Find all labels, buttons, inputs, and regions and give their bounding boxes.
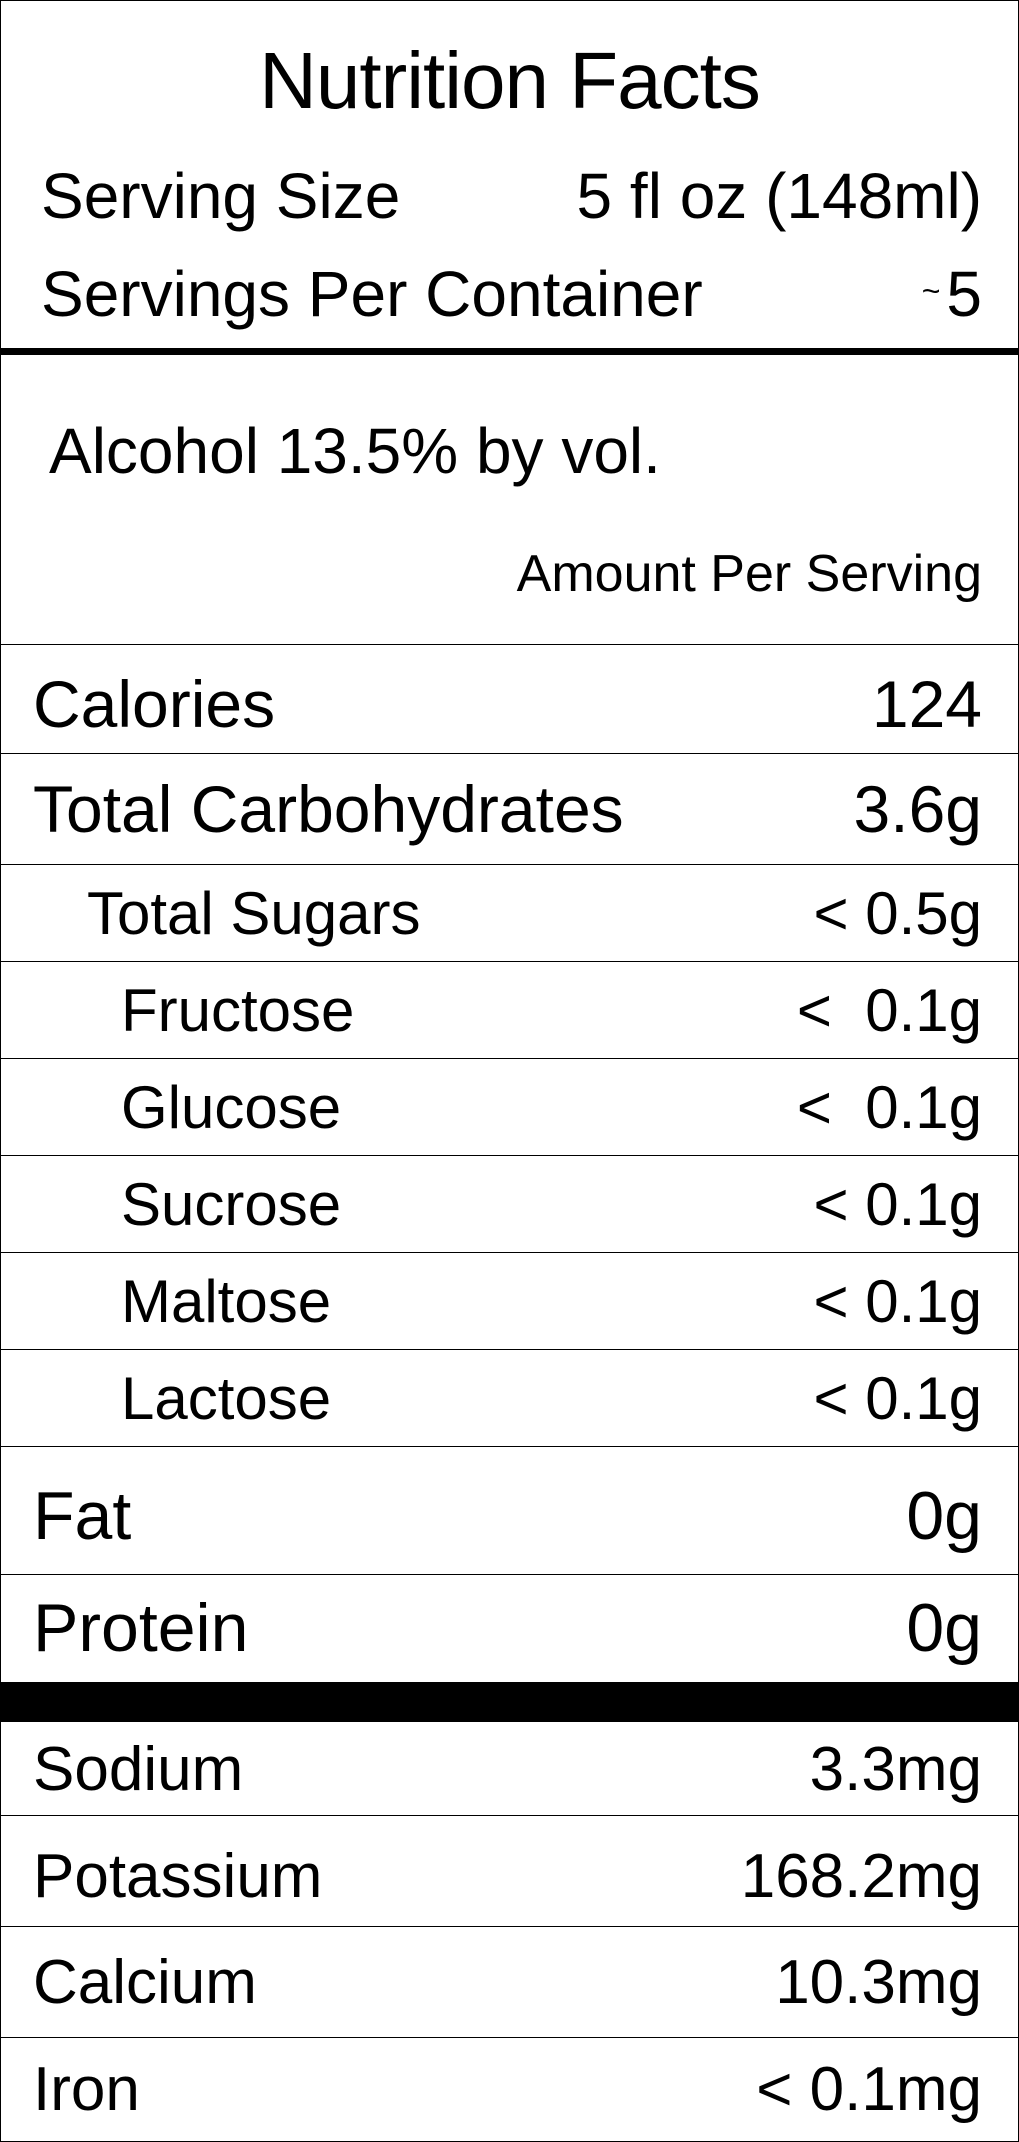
divider: [1, 644, 1018, 645]
servings-per-container-amount: ~ 5: [922, 257, 982, 331]
mineral-name: Iron: [33, 2055, 140, 2124]
nutrient-amount: 0g: [906, 1590, 982, 1666]
divider: [1, 1252, 1018, 1253]
mineral-row-sodium: Sodium 3.3mg: [1, 1723, 1018, 1815]
nutrient-row-lactose: Lactose < 0.1g: [1, 1350, 1018, 1446]
nutrient-amount: < 0.1g: [796, 1073, 982, 1141]
nutrient-row-calories: Calories 124: [1, 656, 1018, 752]
divider: [1, 1446, 1018, 1447]
divider: [1, 753, 1018, 754]
thick-black-bar: [1, 1682, 1018, 1722]
amount-per-serving-heading: Amount Per Serving: [516, 545, 982, 603]
divider: [1, 864, 1018, 865]
nutrient-amount: < 0.1g: [796, 976, 982, 1044]
nutrient-row-fructose: Fructose < 0.1g: [1, 962, 1018, 1058]
serving-size-value: 5 fl oz (148ml): [576, 160, 982, 232]
nutrient-amount: < 0.1g: [813, 1170, 983, 1238]
nutrient-name: Calories: [33, 667, 276, 741]
nutrient-amount: < 0.1g: [813, 1267, 983, 1335]
nutrient-name: Lactose: [121, 1364, 332, 1432]
servings-per-container-value: 5: [946, 257, 982, 330]
nutrient-amount: < 0.5g: [813, 879, 983, 947]
mineral-name: Sodium: [33, 1734, 244, 1804]
divider: [1, 1574, 1018, 1575]
divider: [1, 1349, 1018, 1350]
nutrient-name: Glucose: [121, 1073, 342, 1141]
nutrient-amount: 3.6g: [853, 771, 982, 846]
nutrient-amount: 0g: [906, 1477, 982, 1554]
nutrient-name: Maltose: [121, 1267, 332, 1335]
nutrient-row-sucrose: Sucrose < 0.1g: [1, 1156, 1018, 1252]
nutrient-row-protein: Protein 0g: [1, 1575, 1018, 1681]
divider: [1, 1815, 1018, 1816]
divider: [1, 1926, 1018, 1927]
nutrient-name: Total Sugars: [87, 879, 421, 947]
divider: [1, 1155, 1018, 1156]
mineral-amount: 168.2mg: [740, 1841, 982, 1911]
nutrient-row-maltose: Maltose < 0.1g: [1, 1253, 1018, 1349]
nutrient-amount: < 0.1g: [813, 1364, 983, 1432]
nutrient-name: Protein: [33, 1590, 249, 1666]
mineral-name: Calcium: [33, 1947, 257, 2017]
nutrient-row-glucose: Glucose < 0.1g: [1, 1059, 1018, 1155]
mineral-row-calcium: Calcium 10.3mg: [1, 1927, 1018, 2037]
nutrient-row-total-sugars: Total Sugars < 0.5g: [1, 865, 1018, 961]
approx-symbol: ~: [921, 272, 941, 309]
mineral-row-iron: Iron < 0.1mg: [1, 2038, 1018, 2141]
label-title: Nutrition Facts: [259, 36, 761, 125]
nutrient-name: Fat: [33, 1477, 132, 1554]
mineral-row-potassium: Potassium 168.2mg: [1, 1826, 1018, 1926]
nutrient-amount: 124: [871, 667, 982, 741]
serving-size-row: Serving Size 5 fl oz (148ml): [1, 151, 1018, 241]
divider: [1, 961, 1018, 962]
mineral-amount: 3.3mg: [809, 1734, 982, 1804]
divider: [1, 2037, 1018, 2038]
servings-per-container-label: Servings Per Container: [41, 257, 703, 330]
mineral-amount: 10.3mg: [775, 1947, 982, 2017]
nutrient-name: Total Carbohydrates: [33, 771, 624, 846]
thick-divider: [1, 348, 1018, 355]
nutrient-name: Sucrose: [121, 1170, 342, 1238]
nutrient-row-total-carbohydrates: Total Carbohydrates 3.6g: [1, 754, 1018, 863]
servings-per-container-row: Servings Per Container ~ 5: [1, 251, 1018, 336]
nutrient-name: Fructose: [121, 976, 355, 1044]
alcohol-content: Alcohol 13.5% by vol.: [49, 415, 661, 487]
nutrient-row-fat: Fat 0g: [1, 1459, 1018, 1572]
mineral-amount: < 0.1mg: [756, 2055, 982, 2124]
serving-size-label: Serving Size: [41, 160, 401, 232]
divider: [1, 1058, 1018, 1059]
mineral-name: Potassium: [33, 1841, 323, 1911]
